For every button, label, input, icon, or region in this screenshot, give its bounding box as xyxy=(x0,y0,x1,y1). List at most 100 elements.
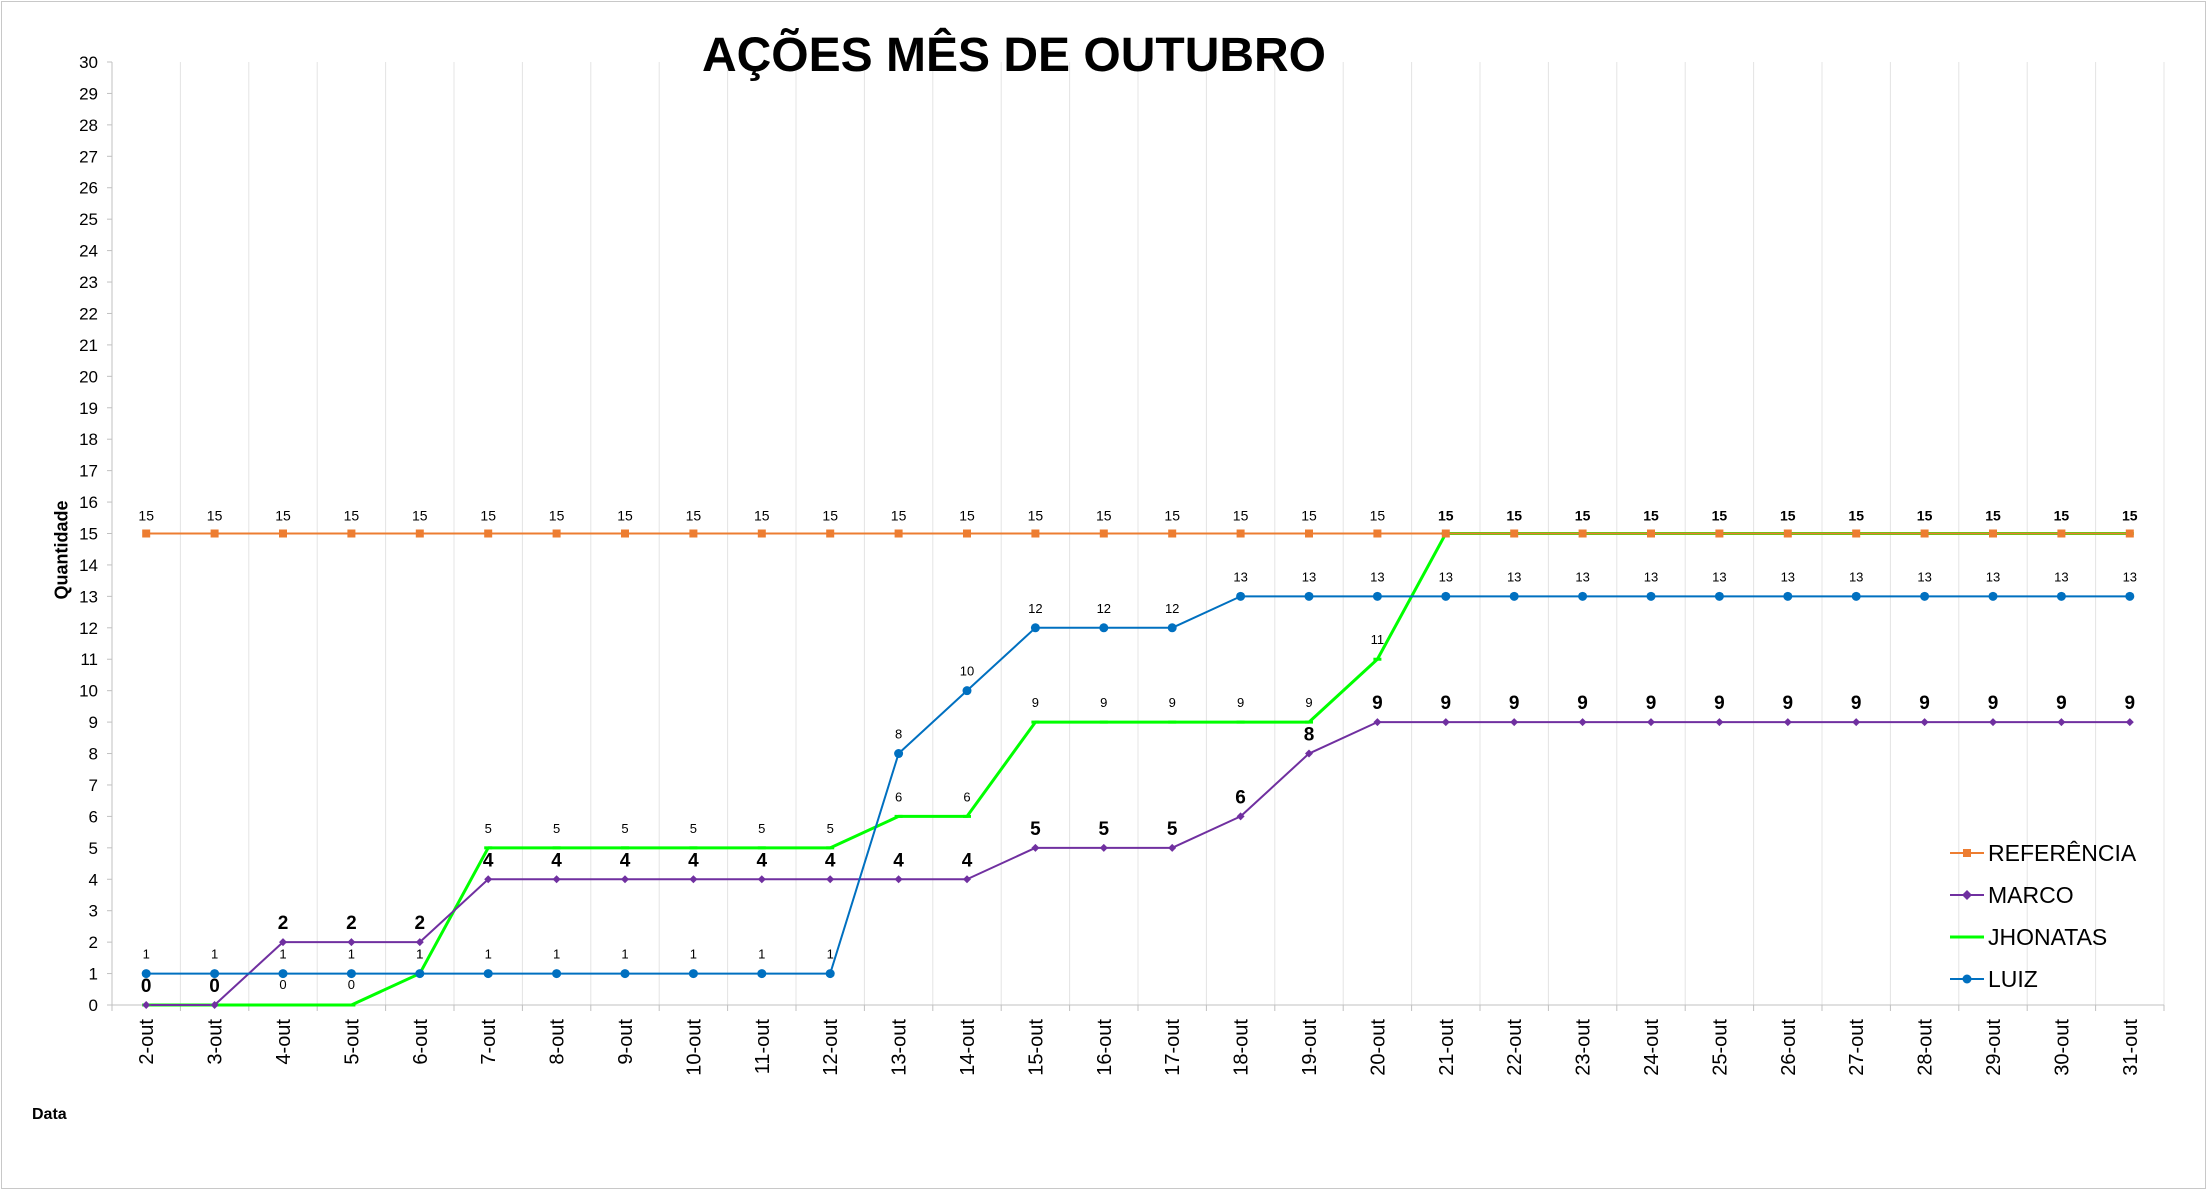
data-point xyxy=(1031,843,1040,852)
data-label-referencia: 15 xyxy=(617,508,633,524)
chart-title: AÇÕES MÊS DE OUTUBRO xyxy=(701,29,1327,82)
y-tick-label: 20 xyxy=(79,367,98,386)
data-label-jhonatas: 9 xyxy=(1032,695,1039,710)
x-tick-label: 9-out xyxy=(615,1019,637,1065)
data-point xyxy=(1099,529,1108,538)
x-tick-label: 21-out xyxy=(1436,1019,1458,1076)
data-label-marco: 9 xyxy=(1851,693,1862,714)
data-label-marco: 8 xyxy=(1304,725,1315,746)
y-tick-label: 11 xyxy=(80,650,98,669)
data-point xyxy=(1714,591,1724,601)
data-label-jhonatas: 5 xyxy=(553,821,560,836)
data-label-marco: 0 xyxy=(141,976,152,997)
legend-item-jhonatas[interactable]: JHONATAS xyxy=(1950,916,2150,958)
y-tick-label: 26 xyxy=(79,179,98,198)
data-label-referencia: 15 xyxy=(344,508,360,524)
x-tick-label: 26-out xyxy=(1778,1019,1800,1076)
data-label-luiz: 12 xyxy=(1165,601,1179,616)
data-label-luiz: 13 xyxy=(1302,569,1316,584)
y-tick-label: 17 xyxy=(79,462,98,481)
data-label-referencia: 15 xyxy=(1712,508,1728,524)
data-label-jhonatas: 5 xyxy=(690,821,697,836)
x-tick-label: 23-out xyxy=(1573,1019,1595,1076)
y-tick-label: 5 xyxy=(89,839,98,858)
data-point xyxy=(962,686,972,696)
data-label-marco: 9 xyxy=(1441,693,1452,714)
data-label-luiz: 10 xyxy=(960,664,974,679)
data-label-luiz: 13 xyxy=(1233,569,1247,584)
data-label-referencia: 15 xyxy=(1917,508,1933,524)
legend-item-marco[interactable]: MARCO xyxy=(1950,874,2150,916)
data-label-jhonatas: 5 xyxy=(621,821,628,836)
data-point xyxy=(825,969,835,979)
legend-swatch-luiz xyxy=(1950,974,1984,984)
data-point xyxy=(1168,529,1177,538)
y-tick-label: 19 xyxy=(79,399,98,418)
data-point xyxy=(346,969,356,979)
x-tick-label: 12-out xyxy=(820,1019,842,1076)
data-point xyxy=(1167,623,1177,633)
y-tick-label: 1 xyxy=(89,965,98,984)
data-point xyxy=(688,969,698,979)
y-tick-label: 0 xyxy=(89,996,98,1015)
y-tick-label: 23 xyxy=(79,273,98,292)
data-point xyxy=(141,969,151,979)
data-point xyxy=(1509,591,1519,601)
y-tick-label: 3 xyxy=(89,902,98,921)
data-label-jhonatas: 9 xyxy=(1237,695,1244,710)
y-tick-label: 16 xyxy=(79,493,98,512)
x-tick-label: 31-out xyxy=(2120,1019,2142,1076)
data-point xyxy=(415,969,425,979)
data-point xyxy=(826,529,835,538)
data-label-marco: 4 xyxy=(551,850,562,871)
data-label-marco: 2 xyxy=(278,913,289,934)
data-point xyxy=(1783,718,1792,727)
y-tick-label: 21 xyxy=(79,336,98,355)
data-point xyxy=(210,1001,219,1009)
data-label-luiz: 13 xyxy=(1849,569,1863,584)
data-label-marco: 4 xyxy=(483,850,494,871)
x-tick-label: 13-out xyxy=(889,1019,911,1076)
data-point xyxy=(1099,843,1108,852)
legend-item-referencia[interactable]: REFERÊNCIA xyxy=(1950,832,2150,874)
y-tick-label: 29 xyxy=(79,84,98,103)
x-tick-label: 10-out xyxy=(683,1019,705,1076)
data-label-marco: 9 xyxy=(1783,693,1794,714)
data-point xyxy=(1236,529,1245,538)
data-point xyxy=(1988,591,1998,601)
y-tick-label: 15 xyxy=(79,525,98,544)
data-point xyxy=(2125,718,2134,727)
x-tick-label: 16-out xyxy=(1094,1019,1116,1076)
data-point xyxy=(1236,591,1246,601)
data-point xyxy=(621,529,629,538)
data-point xyxy=(1851,591,1861,601)
data-label-referencia: 15 xyxy=(138,508,154,524)
data-label-luiz: 1 xyxy=(211,947,218,962)
data-label-referencia: 15 xyxy=(959,508,975,524)
data-label-luiz: 13 xyxy=(1917,569,1931,584)
data-label-referencia: 15 xyxy=(275,508,291,524)
legend-swatch-referencia xyxy=(1950,849,1984,857)
data-label-luiz: 13 xyxy=(1439,569,1453,584)
data-label-marco: 9 xyxy=(2125,693,2136,714)
data-point xyxy=(689,529,698,538)
data-label-luiz: 13 xyxy=(1507,569,1521,584)
data-point xyxy=(689,875,698,884)
y-tick-label: 6 xyxy=(89,807,98,826)
legend-item-luiz[interactable]: LUIZ xyxy=(1950,958,2150,1000)
data-label-marco: 9 xyxy=(1646,693,1657,714)
data-label-referencia: 15 xyxy=(2054,508,2070,524)
data-point xyxy=(894,875,903,884)
data-label-marco: 4 xyxy=(825,850,836,871)
data-label-referencia: 15 xyxy=(822,508,838,524)
x-tick-label: 24-out xyxy=(1641,1019,1663,1076)
data-label-jhonatas: 5 xyxy=(485,821,492,836)
data-label-marco: 4 xyxy=(893,850,904,871)
data-label-luiz: 13 xyxy=(2054,569,2068,584)
legend-label: REFERÊNCIA xyxy=(1988,839,2137,866)
data-label-marco: 9 xyxy=(1919,693,1930,714)
data-point xyxy=(1578,718,1587,727)
data-label-referencia: 15 xyxy=(1848,508,1864,524)
data-label-marco: 4 xyxy=(688,850,699,871)
